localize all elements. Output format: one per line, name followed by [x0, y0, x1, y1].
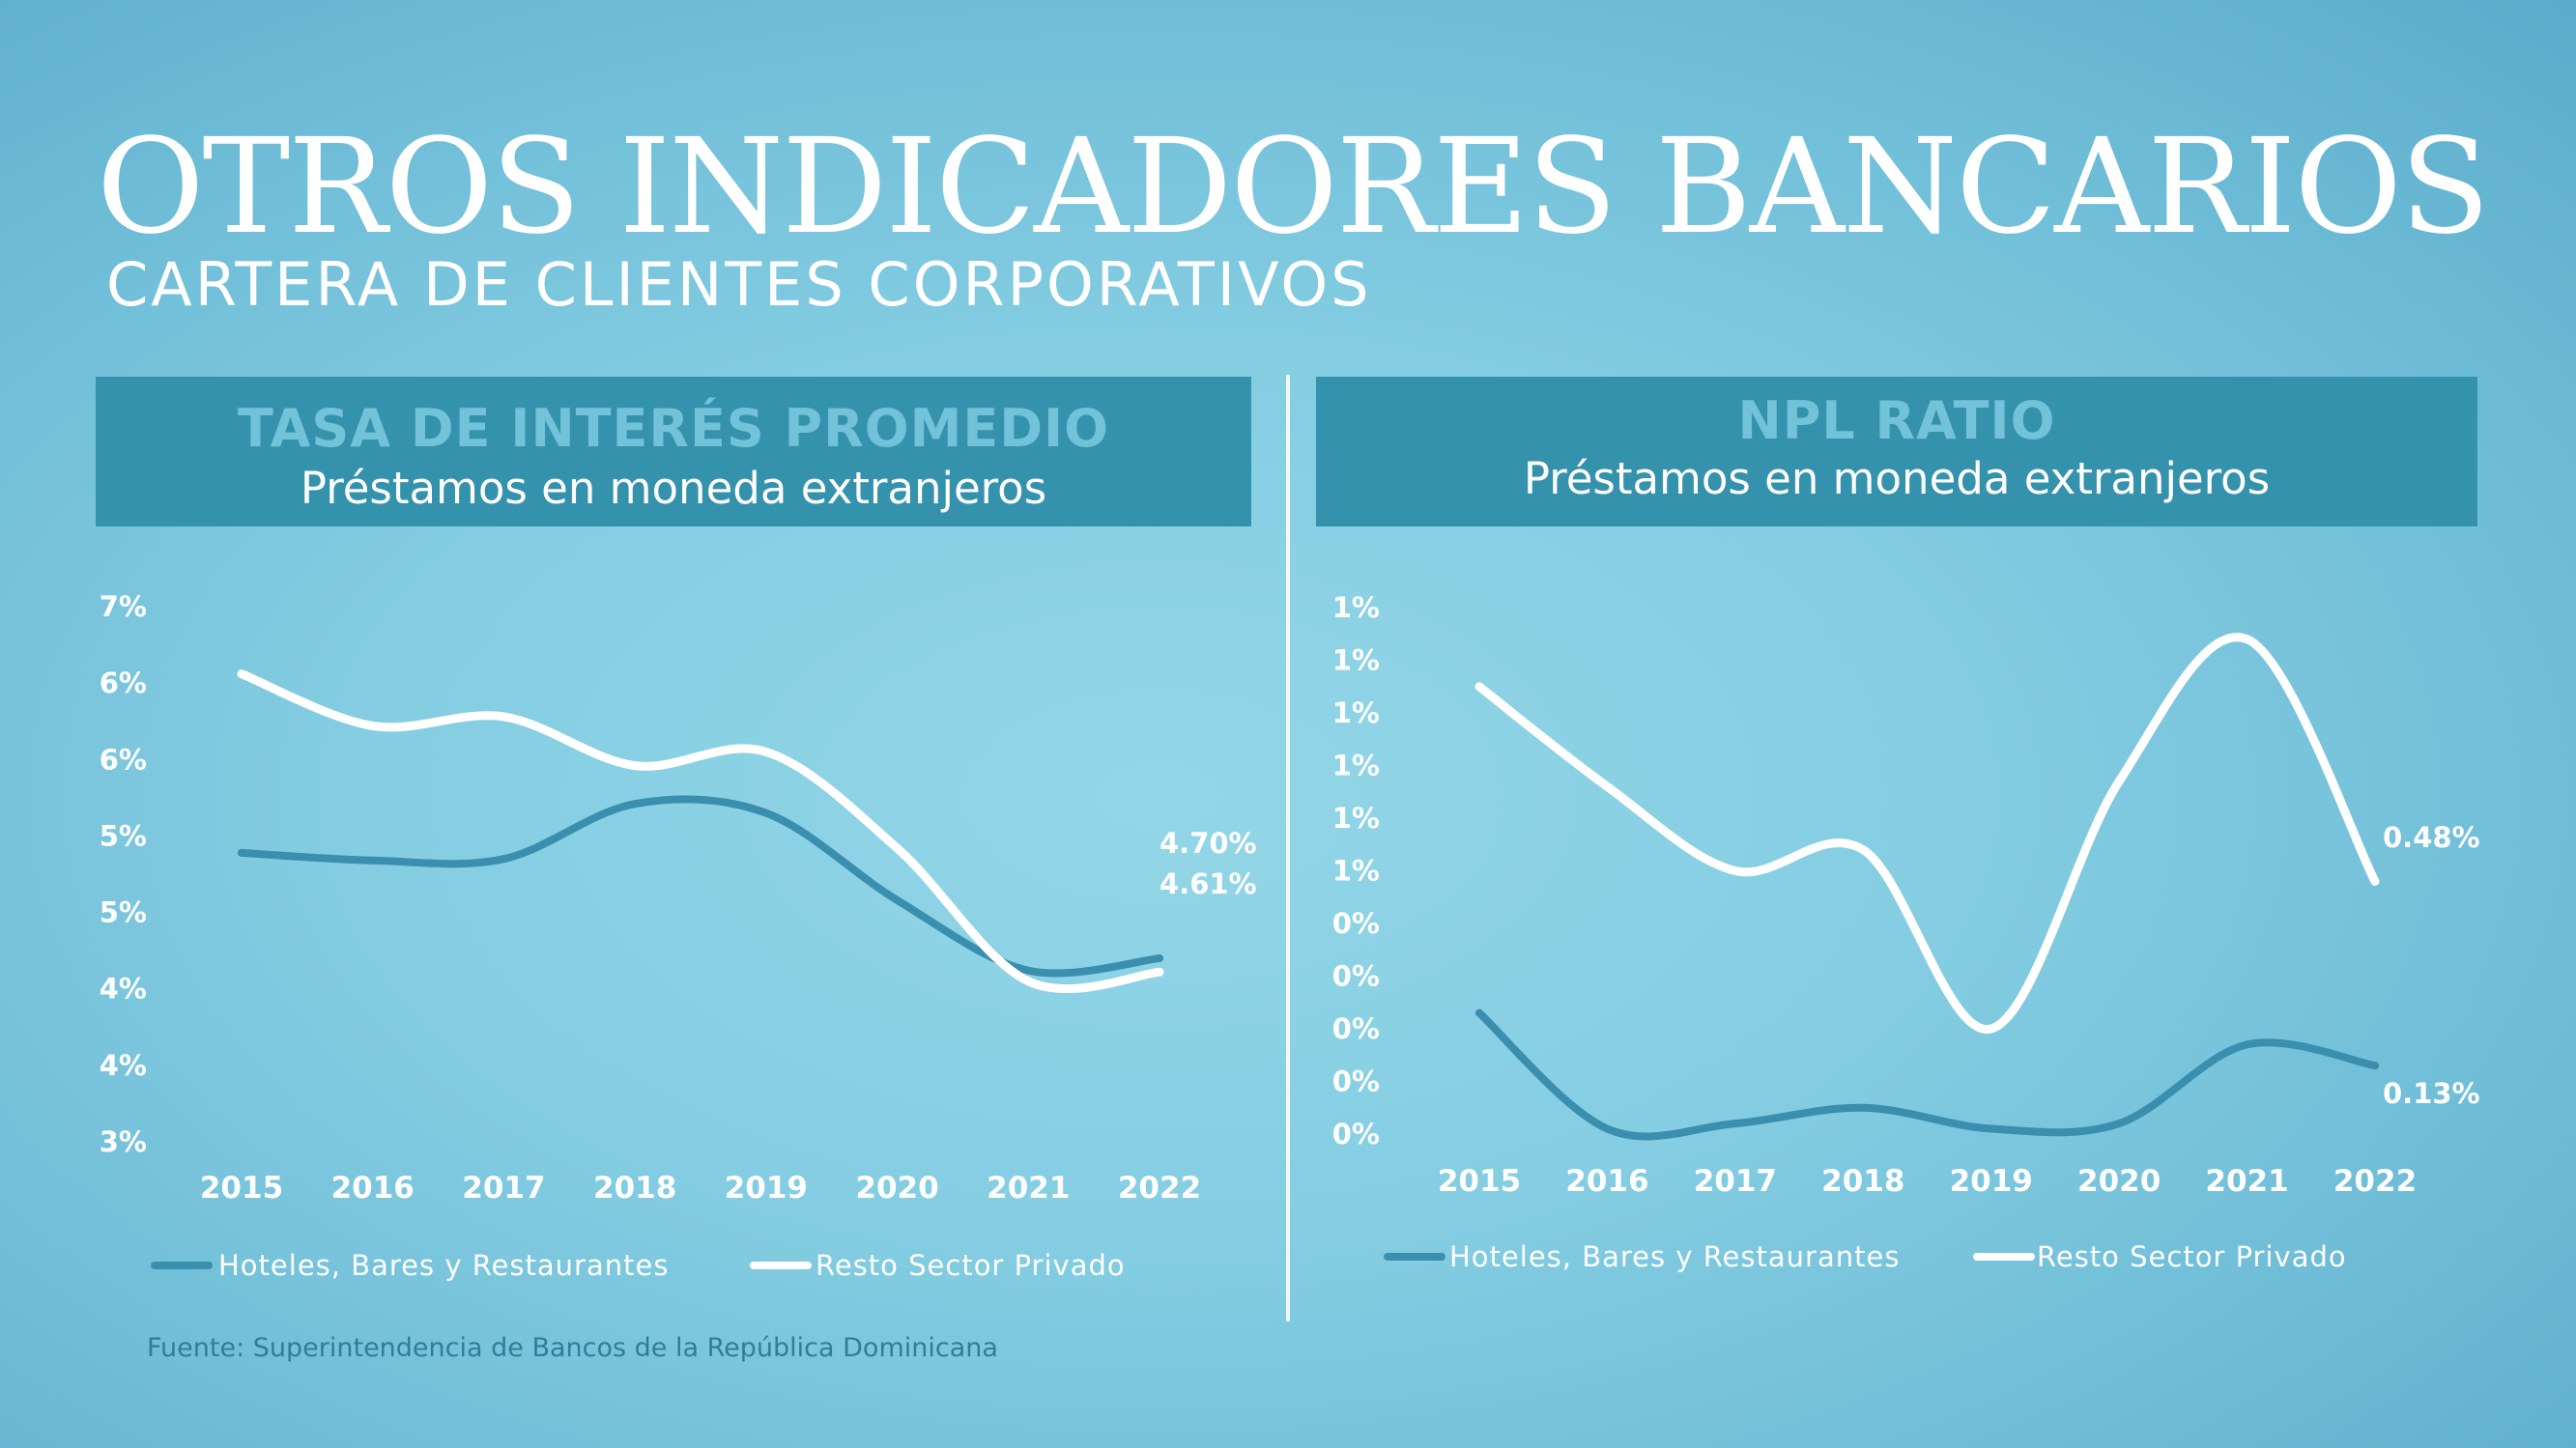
data-point	[761, 809, 770, 817]
data-point	[1024, 977, 1033, 985]
data-point	[2243, 1040, 2251, 1049]
source-note: Fuente: Superintendencia de Bancos de la…	[147, 1333, 998, 1363]
y-tick-label: 4%	[100, 1049, 147, 1082]
npl-ratio-chart: 1% 1% 1% 1% 1% 1% 0% 0% 0% 0% 0% 2015 2016 2017 2018 20…	[1332, 591, 2480, 1273]
right-panel-subtitle: Préstamos en moneda extranjeros	[1523, 453, 2271, 504]
y-tick-label: 0%	[1332, 960, 1380, 993]
x-tick-label: 2018	[1821, 1164, 1904, 1199]
data-point	[500, 855, 508, 864]
left-panel-header: TASA DE INTERÉS PROMEDIO Préstamos en mo…	[96, 377, 1251, 526]
series-line	[238, 795, 1163, 978]
x-tick-label: 2020	[855, 1171, 938, 1206]
panel-divider	[1286, 375, 1290, 1321]
data-point	[500, 712, 508, 721]
data-point	[631, 800, 640, 809]
x-tick-label: 2016	[331, 1171, 415, 1206]
data-point	[1859, 1103, 1868, 1112]
data-label: 4.61%	[1159, 867, 1257, 900]
interest-rate-chart: 7% 6% 6% 5% 5% 4% 4% 3% 2015 2016 2017 2018 2019 2020…	[100, 590, 1257, 1282]
data-point	[631, 761, 640, 770]
y-tick-label: 1%	[1332, 591, 1380, 624]
x-tick-label: 2018	[593, 1171, 676, 1206]
data-point	[893, 895, 902, 904]
x-tick-label: 2015	[200, 1171, 283, 1206]
x-tick-label: 2016	[1565, 1164, 1648, 1199]
data-point	[1859, 845, 1868, 854]
series-line	[1474, 633, 2380, 1034]
data-point	[1156, 968, 1163, 977]
right-panel-header: NPL RATIO Préstamos en moneda extranjero…	[1316, 377, 2477, 526]
y-tick-label: 1%	[1332, 750, 1380, 782]
page-subtitle: CARTERA DE CLIENTES CORPORATIVOS	[106, 249, 1372, 320]
x-tick-label: 2022	[1118, 1171, 1201, 1206]
y-tick-label: 5%	[100, 819, 147, 852]
x-tick-label: 2022	[2333, 1164, 2417, 1199]
data-point	[2371, 1062, 2379, 1070]
y-tick-label: 6%	[100, 743, 147, 776]
data-point	[1731, 1120, 1739, 1128]
y-tick-label: 0%	[1332, 1012, 1380, 1045]
y-tick-label: 0%	[1332, 907, 1380, 940]
page-title: OTROS INDICADORES BANCARIOS	[97, 111, 2490, 264]
x-tick-label: 2021	[987, 1171, 1070, 1206]
data-point	[2115, 777, 2124, 785]
left-panel-subtitle: Préstamos en moneda extranjeros	[300, 463, 1047, 514]
data-point	[1475, 1008, 1483, 1017]
data-point	[1603, 782, 1612, 791]
data-point	[1475, 682, 1483, 691]
series-line	[1475, 1008, 2379, 1141]
data-point	[1603, 1124, 1612, 1133]
x-tick-label: 2020	[2077, 1164, 2161, 1199]
data-point	[1731, 866, 1739, 875]
data-point	[2371, 877, 2379, 886]
data-point	[2115, 1120, 2124, 1128]
y-tick-label: 0%	[1332, 1065, 1380, 1098]
data-label: 0.13%	[2383, 1077, 2480, 1110]
series-line	[237, 669, 1164, 993]
x-tick-label: 2017	[462, 1171, 545, 1206]
data-label: 4.70%	[1159, 827, 1257, 860]
y-tick-label: 7%	[100, 590, 147, 623]
data-point	[368, 856, 377, 865]
data-point	[761, 748, 770, 756]
data-point	[368, 722, 377, 730]
legend-label: Hoteles, Bares y Restaurantes	[218, 1249, 669, 1282]
x-tick-label: 2015	[1438, 1164, 1521, 1199]
x-tick-label: 2019	[725, 1171, 808, 1206]
y-tick-label: 6%	[100, 667, 147, 699]
y-tick-label: 5%	[100, 896, 147, 929]
data-point	[238, 848, 245, 857]
y-tick-label: 1%	[1332, 696, 1380, 729]
legend-label: Resto Sector Privado	[2037, 1240, 2347, 1273]
legend-label: Hoteles, Bares y Restaurantes	[1449, 1240, 1900, 1273]
data-point	[1987, 1025, 1995, 1033]
y-tick-label: 1%	[1332, 644, 1380, 677]
y-tick-label: 1%	[1332, 855, 1380, 888]
x-tick-label: 2019	[1950, 1164, 2033, 1199]
y-tick-label: 0%	[1332, 1118, 1380, 1150]
left-panel-title: TASA DE INTERÉS PROMEDIO	[237, 398, 1110, 459]
data-point	[893, 844, 902, 853]
data-label: 0.48%	[2383, 821, 2480, 854]
x-tick-label: 2017	[1694, 1164, 1777, 1199]
data-point	[2243, 635, 2251, 643]
right-panel-title: NPL RATIO	[1737, 390, 2056, 451]
y-tick-label: 3%	[100, 1125, 147, 1158]
y-tick-label: 4%	[100, 973, 147, 1006]
data-point	[1156, 954, 1163, 963]
y-tick-label: 1%	[1332, 802, 1380, 835]
data-point	[1024, 966, 1033, 975]
data-point	[238, 669, 245, 678]
x-tick-label: 2021	[2205, 1164, 2288, 1199]
legend-label: Resto Sector Privado	[816, 1249, 1126, 1282]
data-point	[1987, 1124, 1995, 1133]
